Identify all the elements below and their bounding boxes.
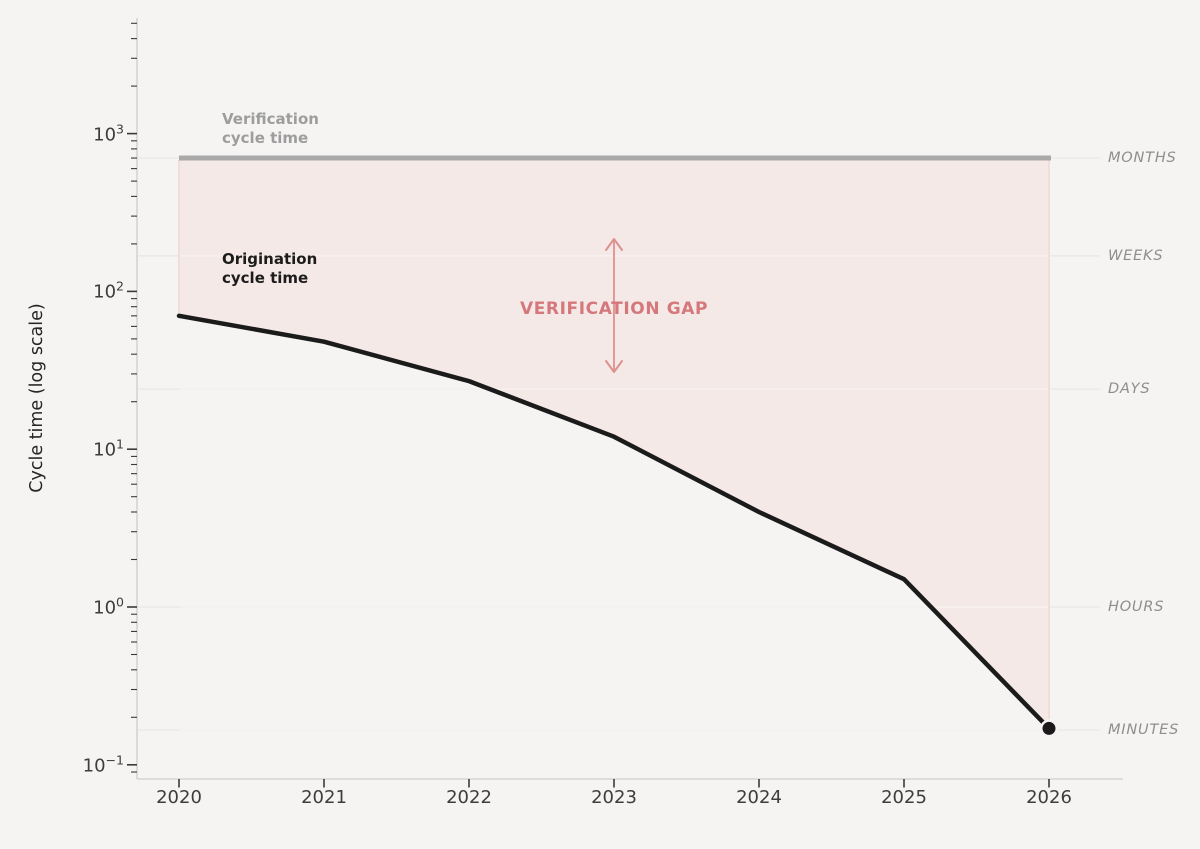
verification-gap-label: VERIFICATION GAP (519, 299, 709, 319)
y-tick-label-1e-1: 10−1 (82, 752, 124, 777)
verification-series-label: Verification cycle time (222, 110, 319, 148)
verification-series-label-line2: cycle time (222, 129, 309, 147)
unit-label-hours: HOURS (1108, 599, 1165, 615)
x-tick-label-2026: 2026 (1026, 787, 1072, 808)
origination-series-label-line1: Origination (222, 250, 318, 268)
unit-label-days: DAYS (1108, 381, 1151, 398)
x-tick-label-2020: 2020 (156, 787, 202, 808)
origination-series-label-line2: cycle time (222, 269, 309, 287)
verification-series-label-line1: Verification (222, 110, 319, 128)
end-dot (1042, 721, 1056, 735)
unit-gridlines-overlay (180, 255, 1048, 731)
unit-label-weeks: WEEKS (1108, 247, 1164, 264)
unit-label-minutes: MINUTES (1108, 722, 1180, 739)
unit-label-months: MONTHS (1108, 150, 1177, 167)
x-tick-label-2021: 2021 (301, 787, 347, 808)
x-tick-label-2024: 2024 (736, 787, 782, 808)
y-tick-label-1e2: 102 (93, 278, 124, 303)
x-tick-label-2022: 2022 (446, 787, 492, 808)
x-tick-label-2025: 2025 (881, 787, 927, 808)
y-tick-label-1e3: 103 (93, 121, 124, 146)
y-tick-label-1e1: 101 (93, 436, 124, 461)
origination-series-label: Origination cycle time (222, 250, 317, 288)
x-tick-label-2023: 2023 (591, 787, 637, 808)
gap-arrow-head-down (605, 360, 623, 373)
y-tick-label-1e0: 100 (93, 594, 124, 619)
gap-arrow-icon (605, 238, 623, 373)
gap-arrow-head-up (605, 238, 623, 251)
origination-line (176, 313, 1052, 731)
series-lines (176, 155, 1058, 738)
gap-area-fill (179, 160, 1049, 729)
axes-spines-ticks (127, 18, 1123, 788)
verification-gap-area (178, 160, 1050, 729)
y-axis-title: Cycle time (log scale) (27, 303, 47, 493)
